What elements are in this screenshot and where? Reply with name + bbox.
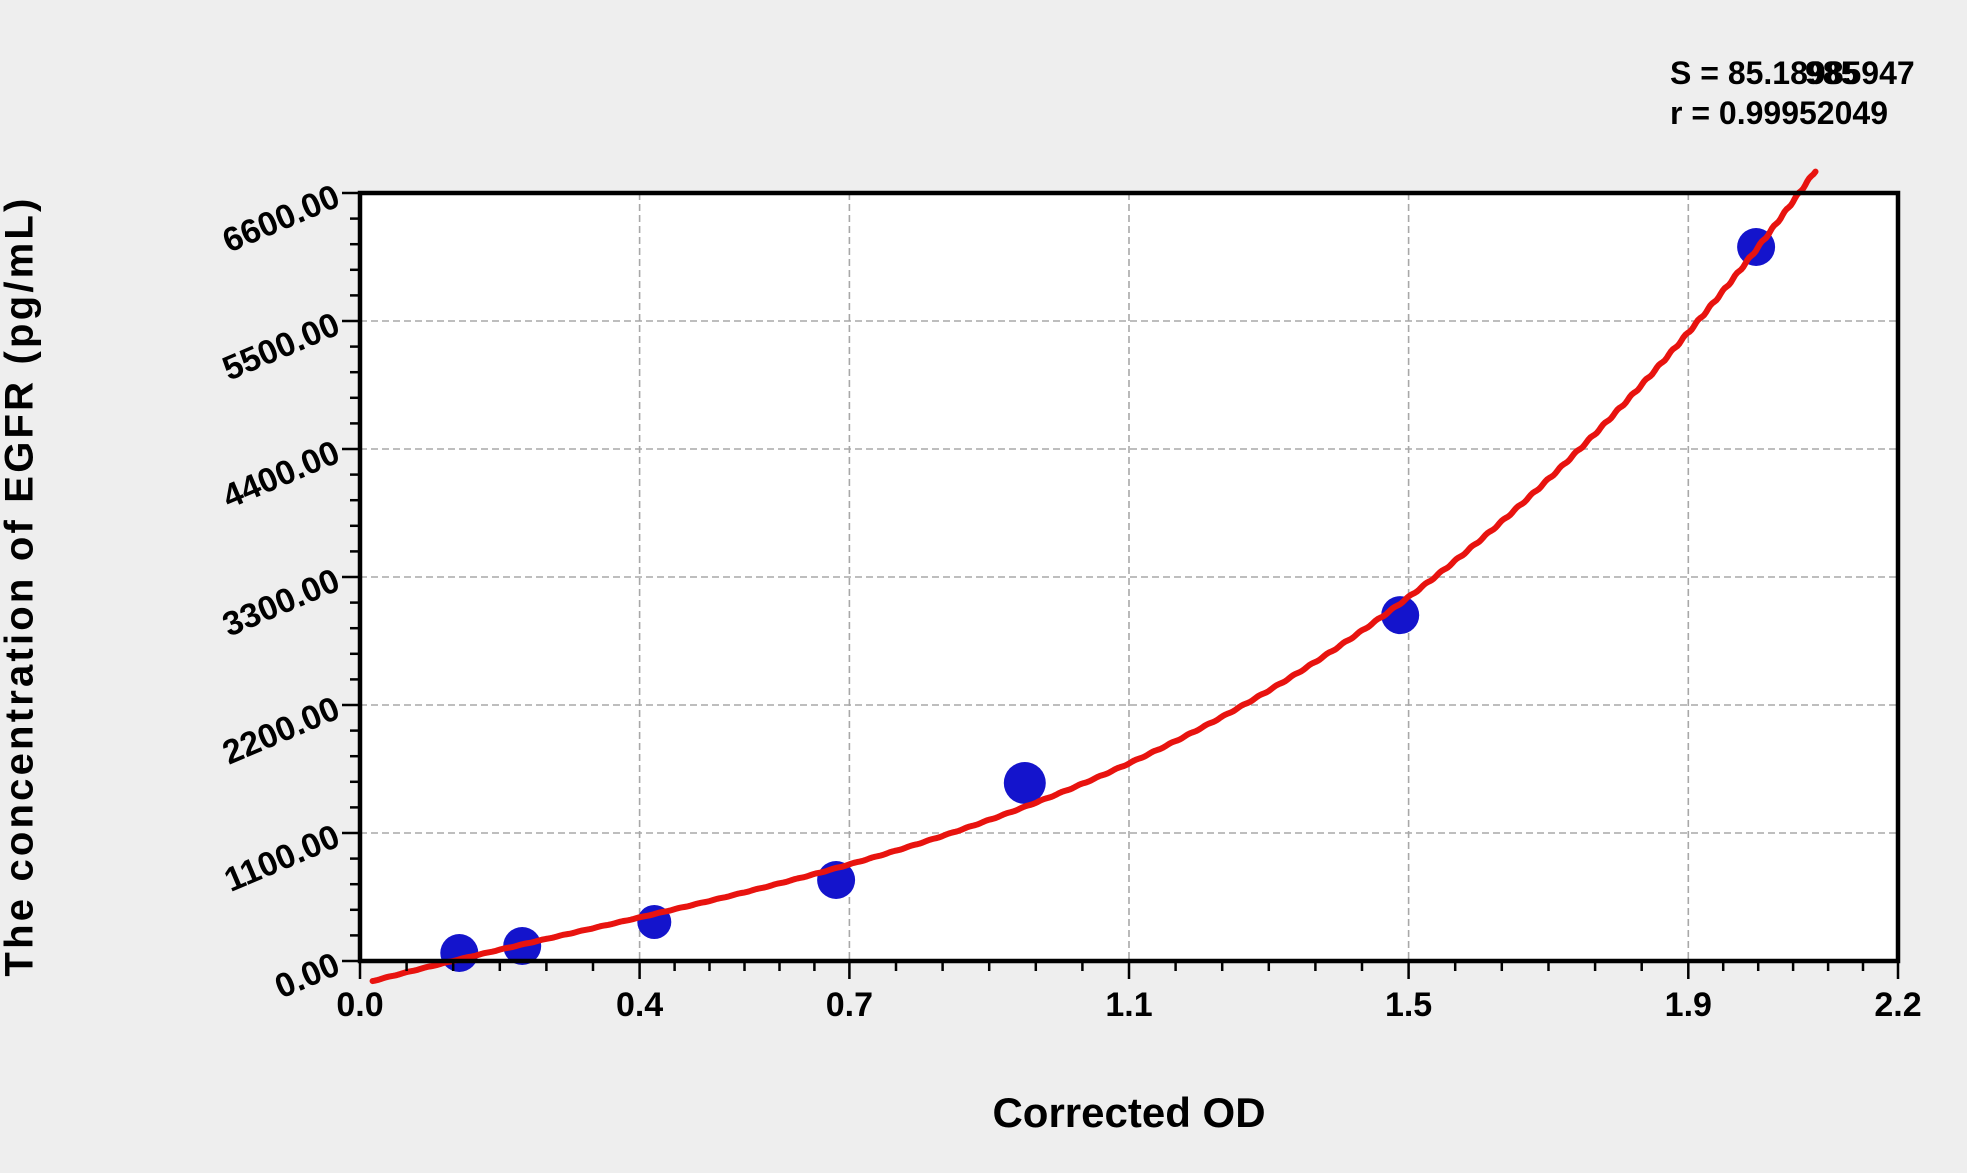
svg-text:0.0: 0.0 [336, 986, 383, 1024]
svg-text:1.5: 1.5 [1385, 986, 1432, 1024]
svg-text:1.9: 1.9 [1665, 986, 1712, 1024]
svg-text:2.2: 2.2 [1874, 986, 1921, 1024]
svg-text:0.4: 0.4 [616, 986, 663, 1024]
svg-text:0.7: 0.7 [826, 986, 873, 1024]
svg-text:1.1: 1.1 [1105, 986, 1152, 1024]
